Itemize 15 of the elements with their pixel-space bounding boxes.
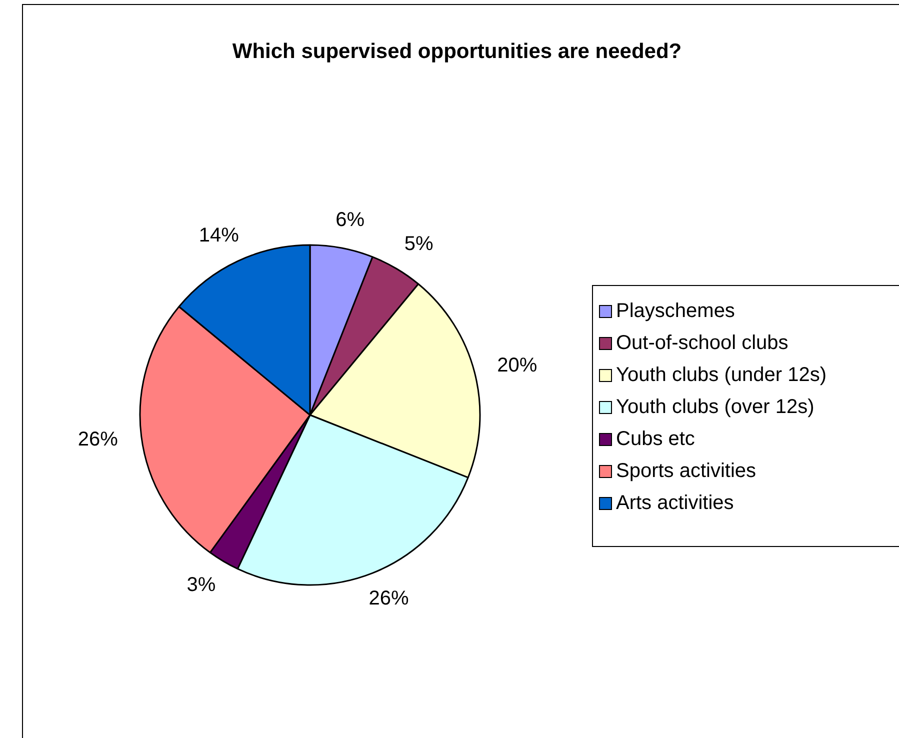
legend-label: Sports activities — [616, 460, 756, 482]
chart-title: Which supervised opportunities are needed? — [231, 40, 683, 64]
data-label: 26% — [368, 588, 409, 610]
data-label: 3% — [186, 574, 216, 596]
data-label: 20% — [497, 354, 538, 376]
data-label: 6% — [336, 209, 365, 232]
legend-label: Youth clubs (under 12s) — [616, 364, 827, 386]
legend-label: Arts activities — [616, 492, 734, 514]
legend-label: Cubs etc — [616, 428, 695, 450]
data-label: 26% — [78, 428, 118, 450]
legend-label: Out-of-school clubs — [616, 332, 788, 354]
data-label: 5% — [404, 233, 434, 256]
legend-label: Youth clubs (over 12s) — [616, 396, 814, 418]
data-label: 14% — [198, 224, 240, 246]
legend-label: Playschemes — [616, 300, 735, 322]
